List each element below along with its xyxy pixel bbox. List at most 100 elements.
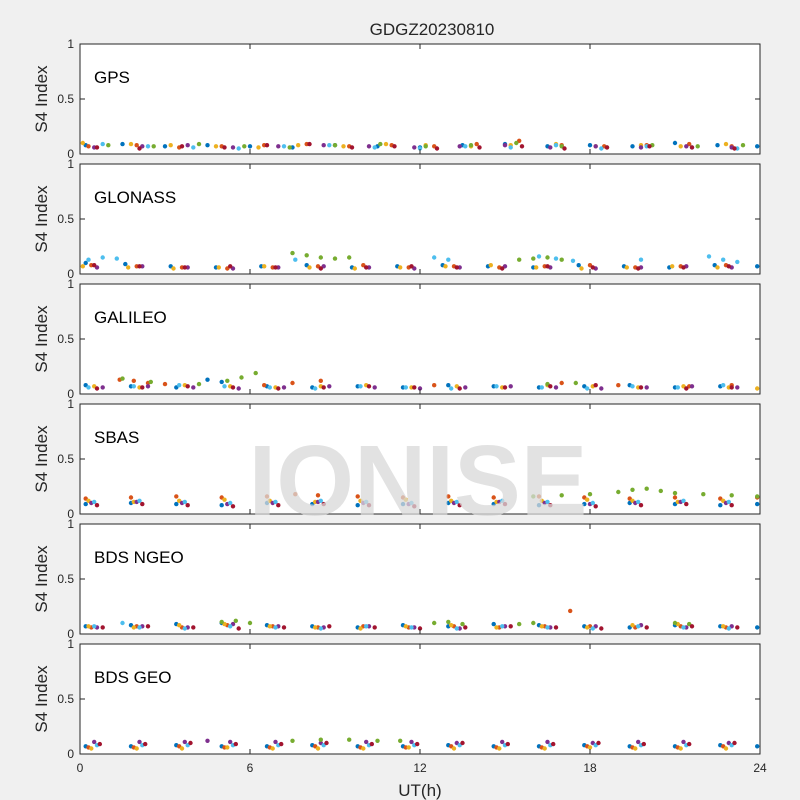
- data-point: [409, 625, 414, 630]
- data-point: [630, 144, 635, 149]
- y-tick-label: 0: [67, 507, 74, 521]
- data-point: [729, 503, 734, 508]
- data-point: [446, 619, 451, 625]
- data-point: [500, 266, 505, 271]
- data-point: [114, 256, 120, 261]
- data-point: [230, 504, 236, 509]
- data-point: [264, 494, 270, 499]
- data-point: [463, 625, 468, 630]
- data-point: [454, 499, 459, 505]
- data-point: [636, 266, 641, 271]
- data-point: [434, 146, 440, 151]
- data-point: [630, 623, 635, 628]
- data-point: [355, 503, 360, 508]
- data-point: [726, 626, 731, 631]
- data-point: [281, 625, 287, 630]
- data-point: [559, 380, 564, 386]
- data-point: [681, 625, 686, 630]
- data-point: [293, 257, 298, 262]
- data-point: [593, 144, 598, 149]
- series-7: [97, 740, 737, 747]
- data-point: [545, 625, 550, 630]
- data-point: [585, 386, 590, 391]
- data-point: [582, 501, 587, 507]
- data-point: [228, 500, 233, 506]
- axes-background: [80, 44, 760, 154]
- data-point: [321, 385, 326, 390]
- data-point: [409, 500, 414, 506]
- data-point: [681, 498, 686, 503]
- data-point: [718, 503, 723, 508]
- data-point: [225, 378, 230, 383]
- data-point: [347, 737, 352, 742]
- data-point: [296, 143, 301, 148]
- series-6: [92, 620, 731, 631]
- data-point: [128, 495, 134, 500]
- data-point: [262, 264, 267, 269]
- data-point: [446, 494, 451, 499]
- y-tick-label: 1: [67, 37, 74, 51]
- data-point: [755, 501, 760, 507]
- data-point: [182, 265, 187, 270]
- data-point: [443, 264, 448, 269]
- data-point: [644, 625, 649, 630]
- data-point: [347, 255, 352, 260]
- data-point: [477, 145, 482, 150]
- data-point: [644, 486, 649, 491]
- data-point: [270, 746, 275, 751]
- data-point: [313, 386, 318, 391]
- data-point: [732, 146, 737, 151]
- data-point: [219, 379, 224, 385]
- data-point: [497, 746, 502, 751]
- y-axis-label: S4 Index: [32, 65, 51, 133]
- data-point: [721, 624, 726, 629]
- series-3: [86, 621, 726, 631]
- data-point: [403, 385, 408, 390]
- data-point: [412, 145, 417, 150]
- data-point: [409, 739, 414, 745]
- data-point: [131, 384, 136, 389]
- data-point: [92, 263, 97, 268]
- data-point: [92, 739, 97, 745]
- data-point: [732, 740, 737, 746]
- data-point: [508, 624, 513, 629]
- data-point: [242, 144, 247, 149]
- data-point: [327, 624, 332, 629]
- y-tick-label: 0: [67, 267, 74, 281]
- data-point: [638, 257, 644, 262]
- data-point: [726, 499, 731, 505]
- data-point: [191, 145, 196, 150]
- data-point: [315, 746, 321, 751]
- data-point: [534, 265, 539, 270]
- data-point: [318, 266, 323, 271]
- data-point: [454, 626, 459, 631]
- data-point: [267, 385, 272, 390]
- data-point: [599, 146, 604, 151]
- data-point: [417, 146, 423, 151]
- data-point: [517, 621, 522, 627]
- data-point: [412, 504, 417, 509]
- data-point: [213, 144, 219, 149]
- data-point: [281, 144, 287, 149]
- data-point: [222, 497, 227, 502]
- data-point: [508, 145, 513, 150]
- data-point: [599, 626, 604, 631]
- data-point: [83, 501, 88, 507]
- data-point: [100, 625, 105, 630]
- data-point: [715, 143, 720, 148]
- data-point: [457, 144, 462, 149]
- data-point: [517, 257, 522, 262]
- data-point: [369, 741, 374, 747]
- data-point: [273, 499, 278, 505]
- data-point: [423, 144, 428, 149]
- data-point: [290, 250, 295, 256]
- y-tick-label: 0.5: [57, 452, 74, 466]
- y-tick-label: 0: [67, 627, 74, 641]
- series-6: [86, 383, 726, 391]
- data-point: [290, 380, 295, 386]
- series-7: [92, 263, 731, 271]
- data-point: [216, 265, 221, 270]
- data-point: [97, 741, 103, 747]
- data-point: [633, 746, 638, 751]
- axes-background: [80, 524, 760, 634]
